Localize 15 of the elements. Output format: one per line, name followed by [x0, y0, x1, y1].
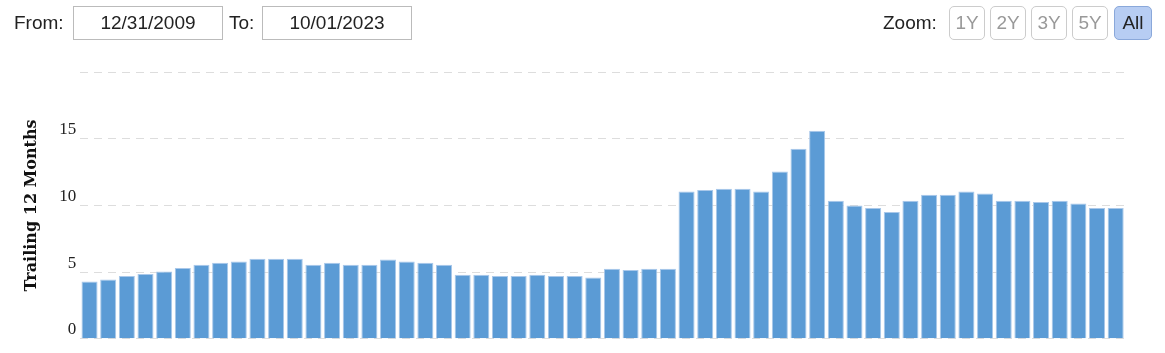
zoom-button: All — [1114, 6, 1152, 40]
zoom-button: 1Y — [949, 6, 985, 40]
date-field: 10/01/2023 — [262, 6, 412, 40]
date-field: 12/31/2009 — [73, 6, 223, 40]
text: From: — [14, 12, 64, 34]
zoom-button: 3Y — [1031, 6, 1067, 40]
zoom-button: 2Y — [990, 6, 1026, 40]
text: Zoom: — [883, 12, 937, 34]
zoom-button: 5Y — [1072, 6, 1108, 40]
y-axis-title: Trailing 12 Months — [20, 119, 40, 292]
y-tick-label: 0 — [67, 319, 77, 339]
text: To: — [229, 12, 255, 34]
y-tick-label: 15 — [59, 119, 77, 139]
y-tick-label: 5 — [67, 252, 77, 272]
y-tick-label: 10 — [59, 185, 77, 205]
